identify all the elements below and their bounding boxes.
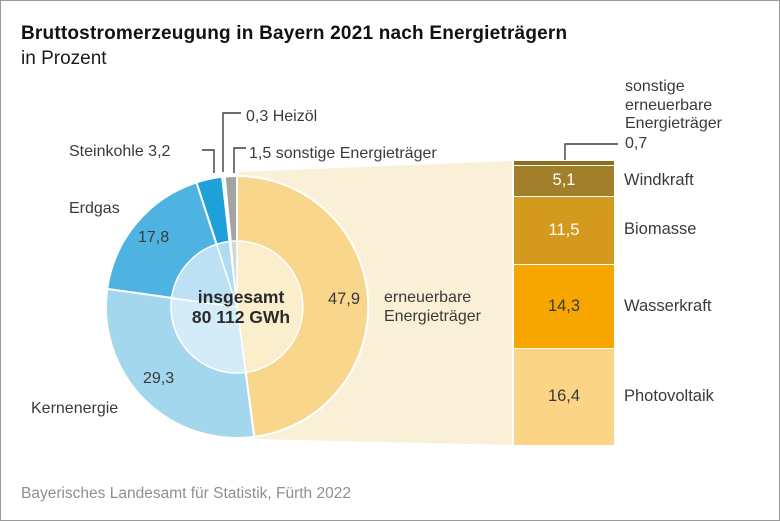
pie-label-heizoel: 0,3 Heizöl bbox=[246, 108, 317, 126]
pie-inner-kernenergie bbox=[170, 297, 247, 374]
heizoel-name: Heizöl bbox=[272, 108, 318, 125]
bar-label-photovoltaik: Photovoltaik bbox=[624, 387, 714, 406]
pie-value-erdgas: 17,8 bbox=[138, 229, 170, 246]
callout-sonstige bbox=[233, 147, 246, 173]
bar-segment-biomasse: 11,5 bbox=[514, 196, 614, 264]
pie-label-sonstige: 1,5 sonstige Energieträger bbox=[249, 145, 437, 163]
page-title: Bruttostromerzeugung in Bayern 2021 nach… bbox=[21, 23, 568, 44]
source-note: Bayerisches Landesamt für Statistik, Für… bbox=[21, 485, 351, 502]
bar-value-biomasse: 11,5 bbox=[548, 220, 580, 239]
donut-center-label: insgesamt 80 112 GWh bbox=[141, 287, 341, 327]
heizoel-value: 0,3 bbox=[246, 108, 269, 125]
bar-value-windkraft: 5,1 bbox=[552, 171, 576, 190]
center-line1: insgesamt bbox=[197, 287, 285, 307]
center-line2: 80 112 GWh bbox=[191, 307, 291, 327]
pie-inner-sonstige-energietr-ger bbox=[229, 240, 238, 308]
bar-label-biomasse: Biomasse bbox=[624, 220, 697, 239]
pie-label-steinkohle: Steinkohle 3,2 bbox=[69, 143, 170, 161]
bar-segment-windkraft: 5,1 bbox=[514, 166, 614, 196]
sonstige-name: sonstige Energieträger bbox=[275, 145, 437, 162]
pie-inner-erdgas bbox=[170, 243, 239, 308]
bar-value-photovoltaik: 16,4 bbox=[547, 387, 581, 406]
bar-value-sonstige-erneuerbare: 0,7 bbox=[625, 135, 648, 152]
bar-label-windkraft: Windkraft bbox=[624, 170, 694, 189]
callout-steinkohle bbox=[202, 149, 215, 173]
bar-label-sonstige-erneuerbare: sonstige erneuerbare Energieträger bbox=[625, 78, 722, 132]
bar-segment-sonstige-erneuerbare-energietr-ger bbox=[514, 161, 614, 166]
callout-sonstige-erneuerbare bbox=[564, 143, 618, 160]
pie-value-kernenergie: 29,3 bbox=[143, 370, 175, 387]
bar-value-wasserkraft: 14,3 bbox=[547, 296, 581, 315]
steinkohle-name: Steinkohle bbox=[69, 143, 144, 160]
title-block: Bruttostromerzeugung in Bayern 2021 nach… bbox=[21, 23, 567, 70]
callout-heizoel bbox=[222, 112, 241, 172]
pie-value-erneuerbare: 47,9 bbox=[327, 290, 361, 308]
steinkohle-value: 3,2 bbox=[148, 143, 171, 160]
bar-segment-wasserkraft: 14,3 bbox=[514, 264, 614, 349]
sonstige-value: 1,5 bbox=[249, 145, 272, 162]
pie-label-kernenergie: Kernenergie bbox=[31, 400, 119, 417]
page-subtitle: in Prozent bbox=[21, 48, 107, 69]
bar-segment-photovoltaik: 16,4 bbox=[514, 349, 614, 445]
bar-label-wasserkraft: Wasserkraft bbox=[624, 296, 712, 315]
pie-label-erdgas: Erdgas bbox=[69, 200, 120, 217]
pie-inner-erneuerbare-energietr-ger bbox=[236, 240, 304, 374]
pie-label-erneuerbare: erneuerbare Energieträger bbox=[384, 289, 481, 325]
